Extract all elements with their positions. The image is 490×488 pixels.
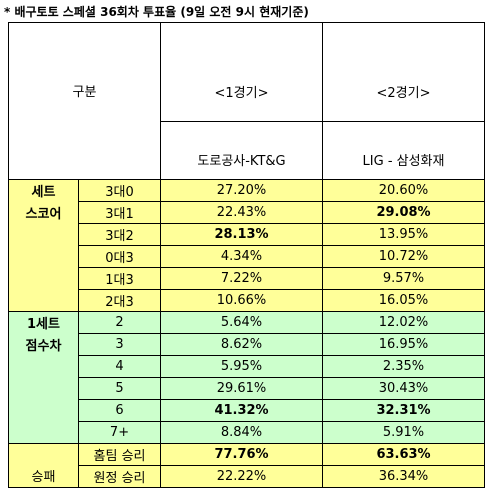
table-row: 7+ 8.84% 5.91% xyxy=(8,421,486,444)
table-row: 스코어 3대1 22.43% 29.08% xyxy=(8,201,486,224)
game2-header: <2경기> LIG - 삼성화재 xyxy=(322,22,486,180)
table-row: 승패 원정 승리 22.22% 36.34% xyxy=(8,465,486,488)
group-spacer xyxy=(8,399,79,422)
point-diff-value: 3 xyxy=(77,333,162,356)
table-row: 점수차 3 8.62% 16.95% xyxy=(8,333,486,356)
game2-rate: 32.31% xyxy=(322,399,486,422)
group-spacer xyxy=(8,421,79,444)
group-spacer xyxy=(8,267,79,290)
game2-name: LIG - 삼성화재 xyxy=(362,154,445,169)
game1-rate: 5.64% xyxy=(160,311,324,334)
point-diff-value: 6 xyxy=(77,399,162,422)
set-score-label-2: 스코어 xyxy=(8,201,79,224)
game1-rate: 5.95% xyxy=(160,355,324,378)
table-row: 세트 3대0 27.20% 20.60% xyxy=(8,179,486,202)
game1-rate: 8.84% xyxy=(160,421,324,444)
game1-rate: 10.66% xyxy=(160,289,324,312)
result-type: 홈팀 승리 xyxy=(77,443,162,466)
game1-rate: 4.34% xyxy=(160,245,324,268)
table-row: 1대3 7.22% 9.57% xyxy=(8,267,486,290)
set-score-value: 2대3 xyxy=(77,289,162,312)
header-row: 구분 <1경기> 도로공사-KT&G <2경기> LIG - 삼성화재 xyxy=(7,22,486,180)
set-score-label-1: 세트 xyxy=(8,179,79,202)
table-row: 1세트 2 5.64% 12.02% xyxy=(8,311,486,334)
game1-number: <1경기> xyxy=(161,83,322,122)
set-score-value: 3대2 xyxy=(77,223,162,246)
table-row: 5 29.61% 30.43% xyxy=(8,377,486,400)
point-diff-value: 4 xyxy=(77,355,162,378)
game2-number: <2경기> xyxy=(323,83,484,122)
game2-rate: 13.95% xyxy=(322,223,486,246)
game1-name: 도로공사-KT&G xyxy=(197,154,286,169)
point-diff-value: 5 xyxy=(77,377,162,400)
group-spacer xyxy=(8,355,79,378)
table-row: 3대2 28.13% 13.95% xyxy=(8,223,486,246)
game2-rate: 29.08% xyxy=(322,201,486,224)
group-spacer xyxy=(8,443,79,466)
game2-rate: 10.72% xyxy=(322,245,486,268)
point-diff-label-1: 1세트 xyxy=(8,311,79,334)
game1-header: <1경기> 도로공사-KT&G xyxy=(160,22,324,180)
table-row: 0대3 4.34% 10.72% xyxy=(8,245,486,268)
game1-rate: 28.13% xyxy=(160,223,324,246)
game1-rate: 7.22% xyxy=(160,267,324,290)
point-diff-value: 7+ xyxy=(77,421,162,444)
group-spacer xyxy=(8,377,79,400)
game2-rate: 36.34% xyxy=(322,465,486,488)
point-diff-value: 2 xyxy=(77,311,162,334)
category-header: 구분 xyxy=(7,22,162,180)
game1-rate: 77.76% xyxy=(160,443,324,466)
game1-rate: 27.20% xyxy=(160,179,324,202)
game2-rate: 20.60% xyxy=(322,179,486,202)
game2-rate: 12.02% xyxy=(322,311,486,334)
game2-rate: 30.43% xyxy=(322,377,486,400)
set-score-value: 1대3 xyxy=(77,267,162,290)
page-title: * 배구토토 스페셜 36회차 투표율 (9일 오전 9시 현재기준) xyxy=(4,5,309,19)
vote-rate-table: 구분 <1경기> 도로공사-KT&G <2경기> LIG - 삼성화재 세트 3… xyxy=(7,22,486,488)
group-spacer xyxy=(8,289,79,312)
table-row: 홈팀 승리 77.76% 63.63% xyxy=(8,443,486,466)
game2-rate: 16.95% xyxy=(322,333,486,356)
game2-rate: 16.05% xyxy=(322,289,486,312)
game1-rate: 22.43% xyxy=(160,201,324,224)
set-score-value: 3대1 xyxy=(77,201,162,224)
result-label: 승패 xyxy=(8,465,79,488)
table-row: 2대3 10.66% 16.05% xyxy=(8,289,486,312)
table-row: 6 41.32% 32.31% xyxy=(8,399,486,422)
set-score-value: 0대3 xyxy=(77,245,162,268)
game1-rate: 8.62% xyxy=(160,333,324,356)
game2-rate: 5.91% xyxy=(322,421,486,444)
result-type: 원정 승리 xyxy=(77,465,162,488)
game2-rate: 9.57% xyxy=(322,267,486,290)
game1-rate: 41.32% xyxy=(160,399,324,422)
game2-rate: 2.35% xyxy=(322,355,486,378)
group-spacer xyxy=(8,223,79,246)
set-score-value: 3대0 xyxy=(77,179,162,202)
table-row: 4 5.95% 2.35% xyxy=(8,355,486,378)
game2-rate: 63.63% xyxy=(322,443,486,466)
game1-rate: 22.22% xyxy=(160,465,324,488)
group-spacer xyxy=(8,245,79,268)
game1-rate: 29.61% xyxy=(160,377,324,400)
point-diff-label-2: 점수차 xyxy=(8,333,79,356)
